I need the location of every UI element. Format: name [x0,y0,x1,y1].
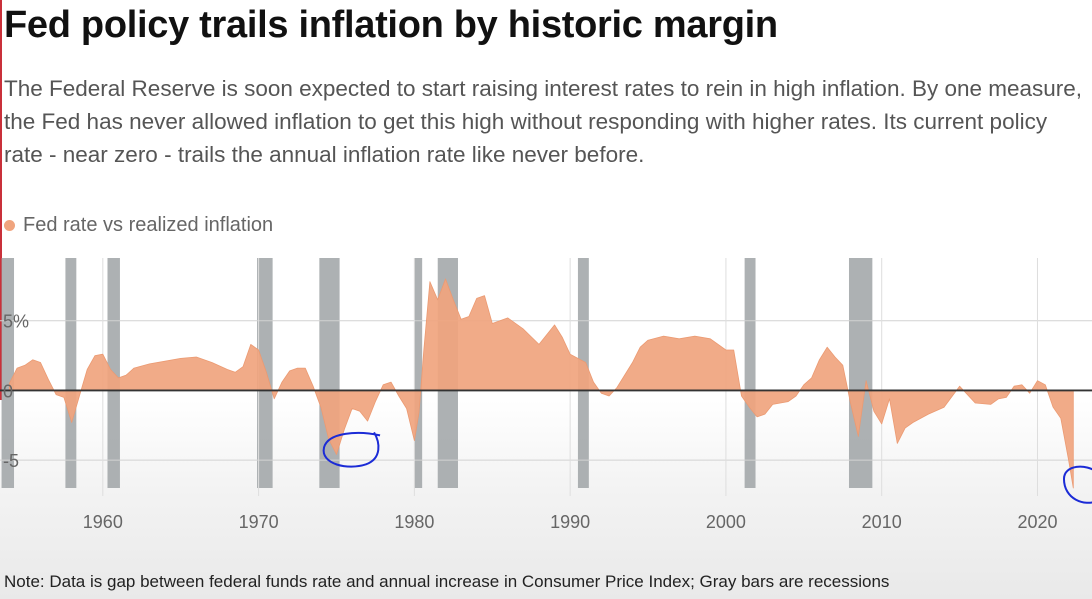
y-tick-label-2: -5 [3,451,19,471]
legend-swatch [4,219,15,231]
x-tick-label-4: 2000 [706,512,746,532]
x-tick-label-5: 2010 [862,512,902,532]
y-tick-label-1: 0 [3,381,13,401]
chart-note: Note: Data is gap between federal funds … [4,572,890,591]
series-area-0 [8,278,1074,489]
recession-bar-8 [744,258,756,488]
left-edge-bar [0,0,2,599]
x-tick-label-3: 1990 [550,512,590,532]
recession-bar-0 [1,258,15,488]
annotation-circle-1975 [322,431,381,468]
recession-bar-9 [848,258,873,488]
x-tick-label-0: 1960 [83,512,123,532]
y-tick-label-0: 5% [3,312,29,332]
hand-annotations [322,431,1092,504]
area-series [8,278,1074,489]
recession-bar-1 [65,258,77,488]
chart-legend: Fed rate vs realized inflation [4,212,273,238]
legend-label: Fed rate vs realized inflation [23,213,274,236]
x-tick-label-1: 1970 [239,512,279,532]
chart-subtitle: The Federal Reserve is soon expected to … [4,76,1083,167]
chart-title: Fed policy trails inflation by historic … [4,4,778,46]
x-tick-label-6: 2020 [1017,512,1057,532]
axis-ticks: 5% 0 -5 1960 1970 1980 1990 2000 2010 2020 [3,312,1058,532]
recession-bar-5 [414,258,423,488]
x-tick-label-2: 1980 [394,512,434,532]
chart-plot: 5% 0 -5 1960 1970 1980 1990 2000 2010 2020 [0,258,1092,532]
bottom-background-band [0,400,1092,599]
annotation-circle-2022 [1062,465,1092,504]
